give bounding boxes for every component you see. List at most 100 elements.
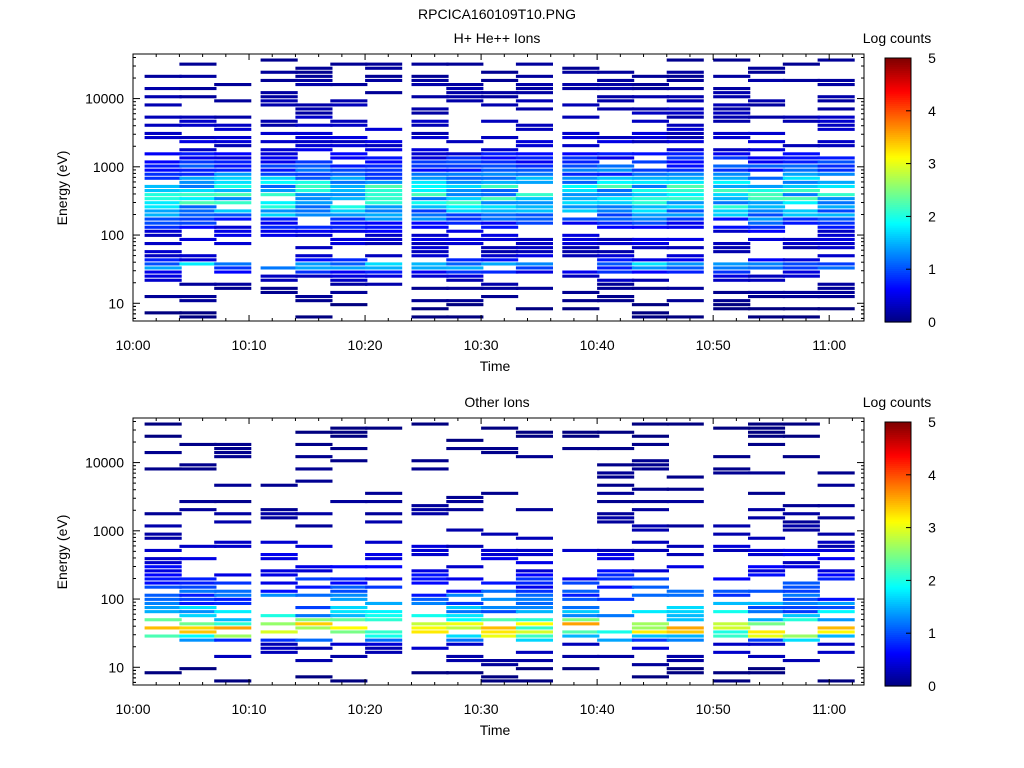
heatmap-cell [817,295,855,299]
heatmap-cell [666,299,704,303]
heatmap-cell [713,91,751,95]
heatmap-cell [411,119,449,123]
heatmap-cell [817,557,855,561]
heatmap-cell [562,577,600,581]
colorbar-step [885,64,911,67]
colorbar-step [885,251,911,255]
heatmap-cell [597,282,635,286]
heatmap-cell [295,295,333,299]
heatmap-cell [631,626,669,630]
heatmap-cell [748,201,786,205]
heatmap-cell [446,189,484,193]
heatmap-cell [515,172,553,176]
heatmap-cell [666,205,704,209]
heatmap-cell [562,189,600,193]
heatmap-cell [144,561,182,565]
heatmap-cell [179,614,217,618]
heatmap-cell [713,119,751,123]
heatmap-cell [179,164,217,168]
heatmap-cell [748,610,786,614]
heatmap-cell [597,250,635,254]
heatmap-cell [597,99,635,103]
heatmap-cell [748,422,786,426]
heatmap-cell [631,217,669,221]
heatmap-cell [295,675,333,679]
heatmap-cell [666,286,704,290]
heatmap-cell [481,282,519,286]
heatmap-cell [179,201,217,205]
heatmap-cell [817,290,855,294]
heatmap-cell [666,78,704,82]
heatmap-cell [295,266,333,270]
heatmap-cell [631,646,669,650]
colorbar-step [885,498,911,501]
heatmap-cell [666,487,704,491]
colorbar-step [885,622,911,625]
heatmap-cell [666,544,704,548]
heatmap-cell [748,115,786,119]
heatmap-cell [330,144,368,148]
heatmap-cell [562,593,600,597]
heatmap-cell [214,286,252,290]
heatmap-cell [295,479,333,483]
colorbar-step [885,253,911,257]
heatmap-cell [817,642,855,646]
heatmap-cell [260,573,298,577]
colorbar-step [885,86,911,90]
heatmap-cell [481,119,519,123]
heatmap-cell [214,233,252,237]
heatmap-cell [562,250,600,254]
y-axis-h-he-ions: 10 100 1000 10000 [85,56,864,319]
heatmap-cell [411,160,449,164]
heatmap-cell [748,66,786,70]
heatmap-cell [295,512,333,516]
heatmap-cell [411,315,449,319]
colorbar-step [885,72,911,76]
heatmap-cell [179,597,217,601]
heatmap-cell [481,103,519,107]
colorbar-step [885,667,911,671]
heatmap-cell [713,213,751,217]
heatmap-cell [260,184,298,188]
heatmap-cell [214,176,252,180]
colorbar-step [885,150,911,154]
heatmap-cell [782,638,820,642]
heatmap-cell [562,66,600,70]
heatmap-cell [597,577,635,581]
heatmap-cell [295,115,333,119]
heatmap-cell [330,99,368,103]
heatmap-cell [748,315,786,319]
colorbar-step [885,644,911,648]
heatmap-cell [562,290,600,294]
heatmap-cell [597,176,635,180]
heatmap-cell [330,303,368,307]
colorbar-step [885,576,911,580]
heatmap-cells-other-ions [144,422,855,683]
heatmap-cell [295,315,333,319]
heatmap-cell [515,209,553,213]
x-tick-label: 10:00 [115,337,150,353]
heatmap-cell [666,193,704,197]
heatmap-cell [562,205,600,209]
heatmap-cell [446,593,484,597]
heatmap-cell [179,213,217,217]
heatmap-cell [330,184,368,188]
heatmap-cell [515,180,553,184]
heatmap-cell [330,565,368,569]
colorbar-step [885,469,911,473]
heatmap-cell [666,172,704,176]
heatmap-cell [481,156,519,160]
heatmap-cell [295,172,333,176]
heatmap-cell [179,193,217,197]
colorbar-step [885,638,911,642]
heatmap-cell [748,213,786,217]
heatmap-cell [365,500,403,504]
heatmap-cell [365,229,403,233]
colorbar-step [885,490,911,493]
heatmap-cell [631,500,669,504]
y-tick-label: 10 [108,659,124,675]
heatmap-cell [631,225,669,229]
y-tick-label: 10000 [85,91,124,107]
heatmap-cell [214,144,252,148]
heatmap-cell [179,606,217,610]
